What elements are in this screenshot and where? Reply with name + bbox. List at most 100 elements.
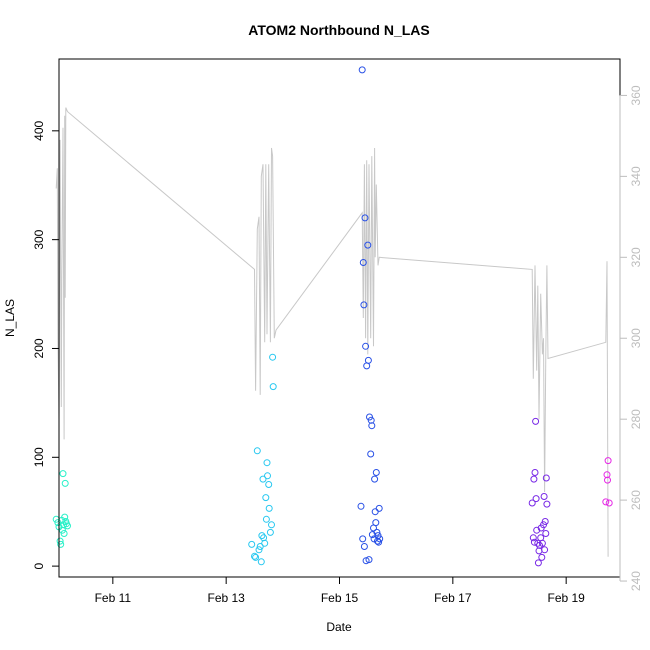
y2-tick-label: 320 xyxy=(629,247,643,267)
data-point xyxy=(261,539,269,547)
data-point xyxy=(376,535,384,543)
data-point xyxy=(603,471,611,479)
y-tick-label: 100 xyxy=(32,447,46,467)
y2-tick-label: 360 xyxy=(629,85,643,105)
data-point xyxy=(541,546,549,554)
data-point xyxy=(362,342,370,350)
y2-tick-label: 240 xyxy=(629,571,643,591)
x-tick-label: Feb 13 xyxy=(207,591,245,605)
data-point xyxy=(268,521,275,529)
data-point xyxy=(265,481,273,488)
data-point xyxy=(252,553,260,561)
y2-tick-label: 300 xyxy=(629,328,643,348)
data-point xyxy=(258,532,266,540)
data-point xyxy=(56,537,64,545)
data-point xyxy=(61,479,69,487)
data-point xyxy=(540,493,548,500)
data-point xyxy=(541,518,549,525)
y-axis: 0 100 200 300 400 xyxy=(32,120,60,569)
data-point xyxy=(373,528,381,536)
data-point xyxy=(253,447,261,455)
data-point xyxy=(602,498,610,506)
data-point xyxy=(542,474,550,482)
data-point xyxy=(251,552,258,560)
data-point xyxy=(372,519,380,527)
x-axis: Feb 11 Feb 13 Feb 15 Feb 17 Feb 19 xyxy=(95,576,585,605)
y-axis-label: N_LAS xyxy=(3,299,17,337)
data-point xyxy=(257,558,265,566)
data-point xyxy=(532,495,540,503)
x-axis-label: Date xyxy=(326,620,352,634)
data-point xyxy=(543,500,551,508)
data-point xyxy=(360,543,368,550)
data-point xyxy=(372,469,380,476)
data-point xyxy=(360,301,368,309)
data-point xyxy=(262,494,270,502)
data-point xyxy=(64,522,71,530)
data-point xyxy=(358,66,366,74)
y-tick-label: 300 xyxy=(32,229,46,249)
y2-axis: 240 260 280 300 320 340 360 xyxy=(619,85,643,591)
data-point xyxy=(364,241,372,249)
data-point xyxy=(266,528,274,536)
x-tick-label: Feb 11 xyxy=(95,591,132,605)
x-tick-label: Feb 15 xyxy=(321,591,359,605)
data-point xyxy=(534,559,542,567)
data-point xyxy=(375,538,383,546)
data-point xyxy=(269,353,277,361)
data-point xyxy=(540,521,547,529)
data-point xyxy=(259,475,267,483)
data-point xyxy=(371,508,379,516)
y2-tick-label: 260 xyxy=(629,490,643,510)
data-point xyxy=(367,450,375,458)
data-point xyxy=(367,416,375,424)
data-point xyxy=(375,504,383,512)
data-point xyxy=(364,356,372,364)
data-point xyxy=(357,502,365,510)
data-point xyxy=(365,556,373,564)
data-point xyxy=(530,538,538,546)
data-point xyxy=(542,530,550,537)
y-tick-label: 0 xyxy=(32,562,46,569)
data-point xyxy=(371,475,379,483)
data-point xyxy=(604,476,611,484)
y2-tick-label: 280 xyxy=(629,409,643,429)
data-point xyxy=(604,457,612,465)
chart-title: ATOM2 Northbound N_LAS xyxy=(248,22,429,38)
y-tick-label: 200 xyxy=(32,338,46,358)
data-point xyxy=(359,259,367,266)
data-point xyxy=(374,532,382,540)
data-point xyxy=(534,539,542,547)
data-point xyxy=(359,535,367,543)
data-point xyxy=(262,515,270,523)
data-point xyxy=(60,530,68,537)
data-point xyxy=(57,540,65,548)
data-point xyxy=(538,553,546,561)
secondary-line-layer xyxy=(55,107,609,557)
data-point xyxy=(255,546,263,554)
x-tick-label: Feb 19 xyxy=(547,591,585,605)
data-point xyxy=(248,540,256,548)
data-point xyxy=(368,422,376,430)
data-point xyxy=(528,499,536,507)
data-point xyxy=(61,513,69,521)
data-point xyxy=(264,472,271,480)
y2-tick-label: 340 xyxy=(629,166,643,186)
data-point xyxy=(532,417,540,425)
data-point xyxy=(538,539,546,547)
data-point xyxy=(269,383,277,391)
data-point xyxy=(529,534,537,542)
data-point xyxy=(530,475,538,483)
data-point xyxy=(366,413,373,421)
secondary-series-line xyxy=(55,107,609,557)
data-point xyxy=(531,469,539,476)
data-point xyxy=(605,499,613,507)
data-point xyxy=(256,543,264,550)
data-point xyxy=(59,470,67,478)
points-layer xyxy=(52,66,613,567)
data-point xyxy=(361,214,369,222)
x-tick-label: Feb 17 xyxy=(434,591,472,605)
y-tick-label: 400 xyxy=(32,120,46,140)
data-point xyxy=(263,459,271,467)
